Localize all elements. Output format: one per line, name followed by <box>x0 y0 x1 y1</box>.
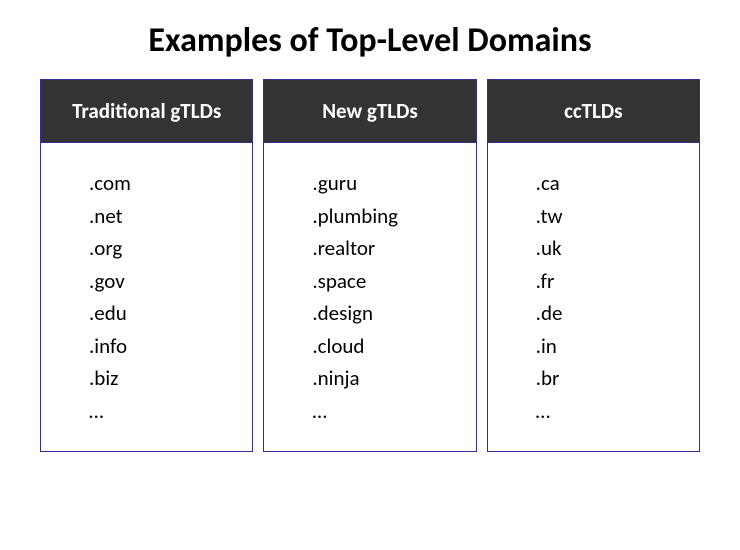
column-body: .guru .plumbing .realtor .space .design … <box>263 143 476 452</box>
tld-item: .plumbing <box>312 200 463 233</box>
column-body: .ca .tw .uk .fr .de .in .br … <box>487 143 700 452</box>
tld-item: .net <box>89 200 240 233</box>
tld-item: .guru <box>312 167 463 200</box>
tld-item: .cloud <box>312 330 463 363</box>
tld-item: .biz <box>89 362 240 395</box>
tld-item: .com <box>89 167 240 200</box>
column-body: .com .net .org .gov .edu .info .biz … <box>40 143 253 452</box>
tld-item: .design <box>312 297 463 330</box>
tld-item: .info <box>89 330 240 363</box>
column-cctlds: ccTLDs .ca .tw .uk .fr .de .in .br … <box>487 79 700 452</box>
tld-item: .fr <box>536 265 687 298</box>
tld-ellipsis: … <box>312 395 463 428</box>
tld-item: .br <box>536 362 687 395</box>
tld-item: .tw <box>536 200 687 233</box>
column-header: Traditional gTLDs <box>40 79 253 143</box>
tld-item: .realtor <box>312 232 463 265</box>
column-new-gtlds: New gTLDs .guru .plumbing .realtor .spac… <box>263 79 476 452</box>
tld-item: .uk <box>536 232 687 265</box>
column-traditional-gtlds: Traditional gTLDs .com .net .org .gov .e… <box>40 79 253 452</box>
columns-container: Traditional gTLDs .com .net .org .gov .e… <box>40 79 700 452</box>
column-header: ccTLDs <box>487 79 700 143</box>
tld-item: .org <box>89 232 240 265</box>
column-header: New gTLDs <box>263 79 476 143</box>
tld-ellipsis: … <box>89 395 240 428</box>
tld-item: .ninja <box>312 362 463 395</box>
tld-item: .edu <box>89 297 240 330</box>
tld-ellipsis: … <box>536 395 687 428</box>
tld-item: .space <box>312 265 463 298</box>
tld-item: .in <box>536 330 687 363</box>
tld-item: .ca <box>536 167 687 200</box>
tld-item: .de <box>536 297 687 330</box>
page-title: Examples of Top-Level Domains <box>40 20 700 61</box>
tld-item: .gov <box>89 265 240 298</box>
